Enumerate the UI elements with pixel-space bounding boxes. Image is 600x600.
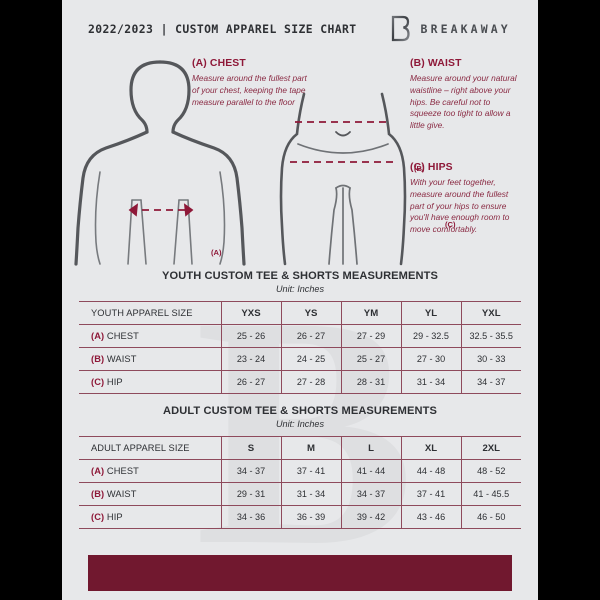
row-code: (B) <box>91 489 105 499</box>
adult-header-label: ADULT APPAREL SIZE <box>79 436 221 460</box>
youth-cell-0-4: 32.5 - 35.5 <box>460 324 521 348</box>
youth-cell-1-3: 27 - 30 <box>400 347 461 371</box>
youth-cell-2-2: 28 - 31 <box>340 370 401 394</box>
callout-chest-title: (A) CHEST <box>192 58 246 69</box>
breakaway-b-logo-icon <box>386 15 410 41</box>
row-code: (C) <box>91 512 105 522</box>
youth-col-4: YXL <box>460 301 521 325</box>
size-chart-page: B 2022/2023 | CUSTOM APPAREL SIZE CHART <box>62 0 538 600</box>
dash-label-chest: (A) <box>211 248 222 257</box>
youth-row-0-label: (A) CHEST <box>79 324 221 348</box>
youth-col-1: YS <box>280 301 341 325</box>
adult-cell-1-1: 31 - 34 <box>280 482 341 506</box>
adult-cell-0-1: 37 - 41 <box>280 459 341 483</box>
youth-cell-0-3: 29 - 32.5 <box>400 324 461 348</box>
adult-cell-0-3: 44 - 48 <box>400 459 461 483</box>
adult-col-2: L <box>340 436 401 460</box>
adult-size-table: ADULT APPAREL SIZE S M L XL 2XL (A) CHES… <box>79 436 521 529</box>
table-row: (A) CHEST 34 - 37 37 - 41 41 - 44 44 - 4… <box>79 459 521 483</box>
adult-cell-2-1: 36 - 39 <box>280 505 341 529</box>
adult-col-1: M <box>280 436 341 460</box>
callout-chest-body: Measure around the fullest part of your … <box>192 73 307 107</box>
youth-cell-2-1: 27 - 28 <box>280 370 341 394</box>
row-code: (B) <box>91 354 105 364</box>
adult-table-subtitle: Unit: Inches <box>275 419 325 429</box>
adult-table-block: ADULT CUSTOM TEE & SHORTS MEASUREMENTS U… <box>62 405 538 529</box>
adult-cell-1-2: 34 - 37 <box>340 482 401 506</box>
youth-table-subtitle: Unit: Inches <box>275 284 325 294</box>
adult-col-3: XL <box>400 436 461 460</box>
adult-row-2-label: (C) HIP <box>79 505 221 529</box>
adult-cell-2-4: 46 - 50 <box>460 505 521 529</box>
youth-table-block: YOUTH CUSTOM TEE & SHORTS MEASUREMENTS U… <box>62 270 538 394</box>
youth-row-1-label: (B) WAIST <box>79 347 221 371</box>
adult-cell-2-3: 43 - 46 <box>400 505 461 529</box>
table-header-row: ADULT APPAREL SIZE S M L XL 2XL <box>79 436 521 460</box>
youth-cell-1-1: 24 - 25 <box>280 347 341 371</box>
brand-lockup: BREAKAWAY <box>385 14 511 44</box>
adult-row-1-label: (B) WAIST <box>79 482 221 506</box>
dash-label-hips: (C) <box>445 220 456 229</box>
page-header: 2022/2023 | CUSTOM APPAREL SIZE CHART <box>62 0 538 57</box>
callout-hips: (C) HIPS With your feet together, measur… <box>410 162 522 236</box>
table-row: (C) HIP 34 - 36 36 - 39 39 - 42 43 - 46 … <box>79 505 521 529</box>
row-code: (A) <box>91 331 105 341</box>
footer-accent-bar <box>88 555 512 591</box>
row-name: CHEST <box>106 466 139 476</box>
youth-cell-2-4: 34 - 37 <box>460 370 521 394</box>
youth-cell-0-0: 25 - 26 <box>220 324 281 348</box>
callout-chest: (A) CHEST Measure around the fullest par… <box>192 58 308 108</box>
table-row: (A) CHEST 25 - 26 26 - 27 27 - 29 29 - 3… <box>79 324 521 348</box>
callout-hips-title: (C) HIPS <box>410 162 453 173</box>
youth-header-label: YOUTH APPAREL SIZE <box>79 301 221 325</box>
adult-cell-0-4: 48 - 52 <box>460 459 521 483</box>
lower-body-silhouette-icon <box>279 92 407 266</box>
youth-table-title: YOUTH CUSTOM TEE & SHORTS MEASUREMENTS <box>161 270 439 282</box>
header-title: 2022/2023 | CUSTOM APPAREL SIZE CHART <box>88 21 357 36</box>
youth-cell-1-0: 23 - 24 <box>220 347 281 371</box>
youth-cell-2-3: 31 - 34 <box>400 370 461 394</box>
youth-cell-1-2: 25 - 27 <box>340 347 401 371</box>
youth-cell-0-1: 26 - 27 <box>280 324 341 348</box>
adult-col-0: S <box>220 436 281 460</box>
row-code: (A) <box>91 466 105 476</box>
youth-size-table: YOUTH APPAREL SIZE YXS YS YM YL YXL (A) … <box>79 301 521 394</box>
adult-cell-1-4: 41 - 45.5 <box>460 482 521 506</box>
youth-col-2: YM <box>340 301 401 325</box>
adult-row-0-label: (A) CHEST <box>79 459 221 483</box>
youth-col-3: YL <box>400 301 461 325</box>
row-name: HIP <box>106 512 123 522</box>
adult-cell-1-0: 29 - 31 <box>220 482 281 506</box>
table-header-row: YOUTH APPAREL SIZE YXS YS YM YL YXL <box>79 301 521 325</box>
adult-col-4: 2XL <box>460 436 521 460</box>
row-name: HIP <box>106 377 123 387</box>
brand-name: BREAKAWAY <box>420 21 511 36</box>
row-code: (C) <box>91 377 105 387</box>
youth-cell-0-2: 27 - 29 <box>340 324 401 348</box>
table-row: (B) WAIST 29 - 31 31 - 34 34 - 37 37 - 4… <box>79 482 521 506</box>
adult-cell-0-0: 34 - 37 <box>220 459 281 483</box>
callout-waist: (B) WAIST Measure around your natural wa… <box>410 58 522 132</box>
adult-cell-1-3: 37 - 41 <box>400 482 461 506</box>
row-name: WAIST <box>106 354 137 364</box>
dash-label-waist: (B) <box>414 164 425 173</box>
callout-hips-body: With your feet together, measure around … <box>410 177 510 235</box>
callout-waist-title: (B) WAIST <box>410 58 462 69</box>
adult-cell-0-2: 41 - 44 <box>340 459 401 483</box>
youth-cell-2-0: 26 - 27 <box>220 370 281 394</box>
youth-row-2-label: (C) HIP <box>79 370 221 394</box>
upper-body-silhouette-icon <box>74 60 246 266</box>
table-row: (B) WAIST 23 - 24 24 - 25 25 - 27 27 - 3… <box>79 347 521 371</box>
youth-cell-1-4: 30 - 33 <box>460 347 521 371</box>
row-name: WAIST <box>106 489 137 499</box>
measurement-diagrams: (A) (B) (C) (A) CHEST Measure around the… <box>62 52 538 267</box>
callout-waist-body: Measure around your natural waistline – … <box>410 73 517 131</box>
table-row: (C) HIP 26 - 27 27 - 28 28 - 31 31 - 34 … <box>79 370 521 394</box>
youth-col-0: YXS <box>220 301 281 325</box>
adult-cell-2-2: 39 - 42 <box>340 505 401 529</box>
adult-cell-2-0: 34 - 36 <box>220 505 281 529</box>
adult-table-title: ADULT CUSTOM TEE & SHORTS MEASUREMENTS <box>163 405 437 417</box>
row-name: CHEST <box>106 331 139 341</box>
